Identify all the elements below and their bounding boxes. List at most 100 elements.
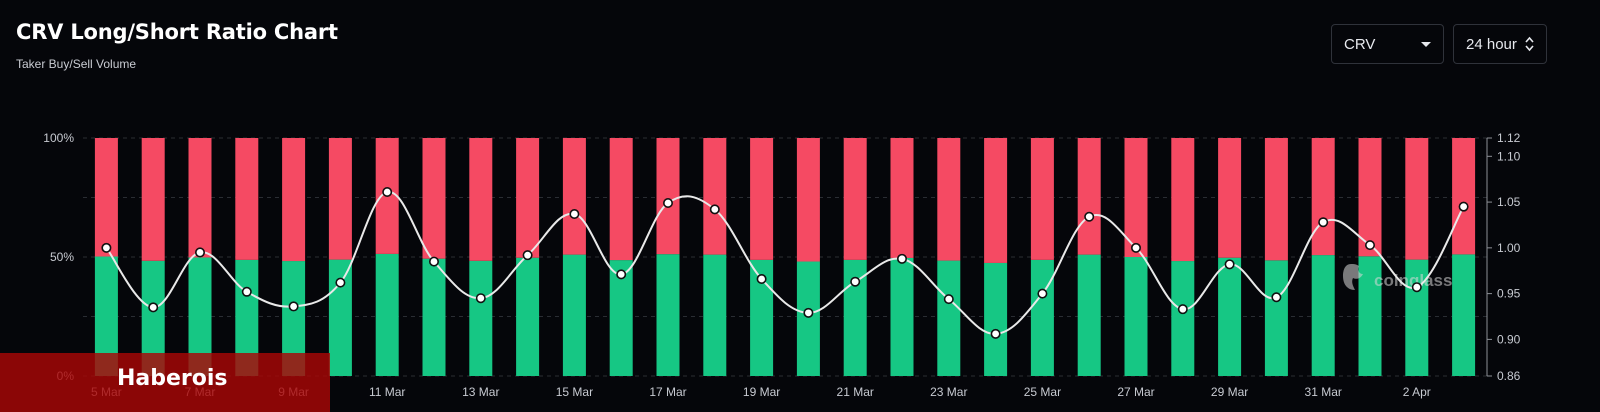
bar-long <box>609 260 633 376</box>
ratio-point <box>241 286 252 297</box>
bar-long <box>656 254 680 376</box>
bar-short <box>937 138 961 261</box>
bar-long <box>984 262 1008 376</box>
bar-short <box>1124 138 1148 257</box>
bar-long <box>235 259 259 376</box>
y-right-tick-label: 1.12 <box>1497 131 1521 145</box>
ratio-point <box>896 253 907 264</box>
ratio-point <box>1224 259 1235 270</box>
bar-short <box>516 138 540 258</box>
bar-long <box>1171 261 1195 376</box>
bar-long <box>1264 260 1288 376</box>
bar-short <box>750 138 774 260</box>
x-tick-label: 15 Mar <box>556 385 593 399</box>
ratio-point <box>709 204 720 215</box>
ratio-point <box>1271 292 1282 303</box>
bar-short <box>188 138 212 258</box>
bar-long <box>1218 257 1242 376</box>
coinglass-logo-icon <box>1343 264 1363 290</box>
ratio-point <box>943 294 954 305</box>
bar-short <box>282 138 306 262</box>
bar-short <box>1264 138 1288 261</box>
bar-short <box>141 138 165 261</box>
ratio-point <box>335 277 346 288</box>
x-tick-label: 31 Mar <box>1305 385 1342 399</box>
x-tick-label: 13 Mar <box>462 385 499 399</box>
bar-short <box>1218 138 1242 258</box>
bar-long <box>703 254 727 376</box>
bar-long <box>516 257 540 376</box>
sort-updown-icon <box>1525 36 1534 52</box>
bar-short <box>890 138 914 258</box>
coinglass-watermark: coinglass <box>1343 264 1452 290</box>
bar-long <box>375 253 399 376</box>
bar-short <box>328 138 352 260</box>
bar-long <box>469 260 493 376</box>
ratio-point <box>1037 288 1048 299</box>
ratio-point <box>1318 217 1329 228</box>
bar-short <box>609 138 633 261</box>
bar-long <box>328 259 352 376</box>
bar-long <box>188 257 212 376</box>
bar-long <box>1358 256 1382 376</box>
interval-select[interactable]: 24 hour <box>1453 24 1547 64</box>
bar-short <box>94 138 118 257</box>
ratio-point <box>475 293 486 304</box>
symbol-select-value: CRV <box>1344 35 1376 53</box>
bar-long <box>1077 254 1101 376</box>
ratio-point <box>101 242 112 253</box>
ratio-point <box>1458 201 1469 212</box>
bar-short <box>656 138 680 255</box>
bar-short <box>843 138 867 260</box>
haberois-watermark-text: Haberois <box>117 366 228 391</box>
bar-long <box>94 256 118 376</box>
x-tick-label: 17 Mar <box>649 385 686 399</box>
bar-short <box>1452 138 1476 255</box>
ratio-point <box>522 250 533 261</box>
haberois-watermark: Haberois <box>0 353 330 412</box>
ratio-point <box>569 208 580 219</box>
bar-long <box>1124 257 1148 376</box>
x-tick-label: 19 Mar <box>743 385 780 399</box>
ratio-point <box>850 276 861 287</box>
y-right-tick-label: 0.86 <box>1497 369 1521 383</box>
bar-short <box>984 138 1008 263</box>
bar-long <box>750 259 774 376</box>
bar-long <box>796 261 820 376</box>
ratio-point <box>1084 211 1095 222</box>
bar-short <box>562 138 586 255</box>
y-right-tick-label: 1.05 <box>1497 195 1521 209</box>
ratio-line <box>105 191 1465 335</box>
y-left-tick-label: 100% <box>43 131 74 145</box>
bar-short <box>1358 138 1382 257</box>
bar-long <box>422 258 446 376</box>
y-right-tick-label: 0.90 <box>1497 332 1521 346</box>
x-tick-label: 29 Mar <box>1211 385 1248 399</box>
ratio-point <box>1131 242 1142 253</box>
ratio-point <box>195 247 206 258</box>
ratio-point <box>382 187 393 198</box>
y-right-tick-label: 1.00 <box>1497 241 1521 255</box>
ratio-point <box>990 328 1001 339</box>
bar-long <box>937 260 961 376</box>
bar-short <box>703 138 727 255</box>
symbol-select[interactable]: CRV <box>1331 24 1444 64</box>
bar-long <box>562 254 586 376</box>
x-tick-label: 25 Mar <box>1024 385 1061 399</box>
coinglass-wordmark: coinglass <box>1374 271 1452 290</box>
chart-bars <box>94 138 1476 376</box>
bar-long <box>1311 255 1335 376</box>
ratio-point <box>616 269 627 280</box>
chevron-down-icon <box>1421 41 1431 47</box>
bar-long <box>890 257 914 376</box>
ratio-point <box>1365 240 1376 251</box>
y-left-tick-label: 50% <box>50 250 74 264</box>
ratio-point <box>1177 304 1188 315</box>
y-right-tick-label: 1.10 <box>1497 149 1521 163</box>
ratio-point <box>148 302 159 313</box>
ratio-point <box>1411 282 1422 293</box>
bar-short <box>422 138 446 259</box>
bar-short <box>469 138 493 261</box>
x-tick-label: 21 Mar <box>837 385 874 399</box>
ratio-line-layer <box>101 187 1469 339</box>
